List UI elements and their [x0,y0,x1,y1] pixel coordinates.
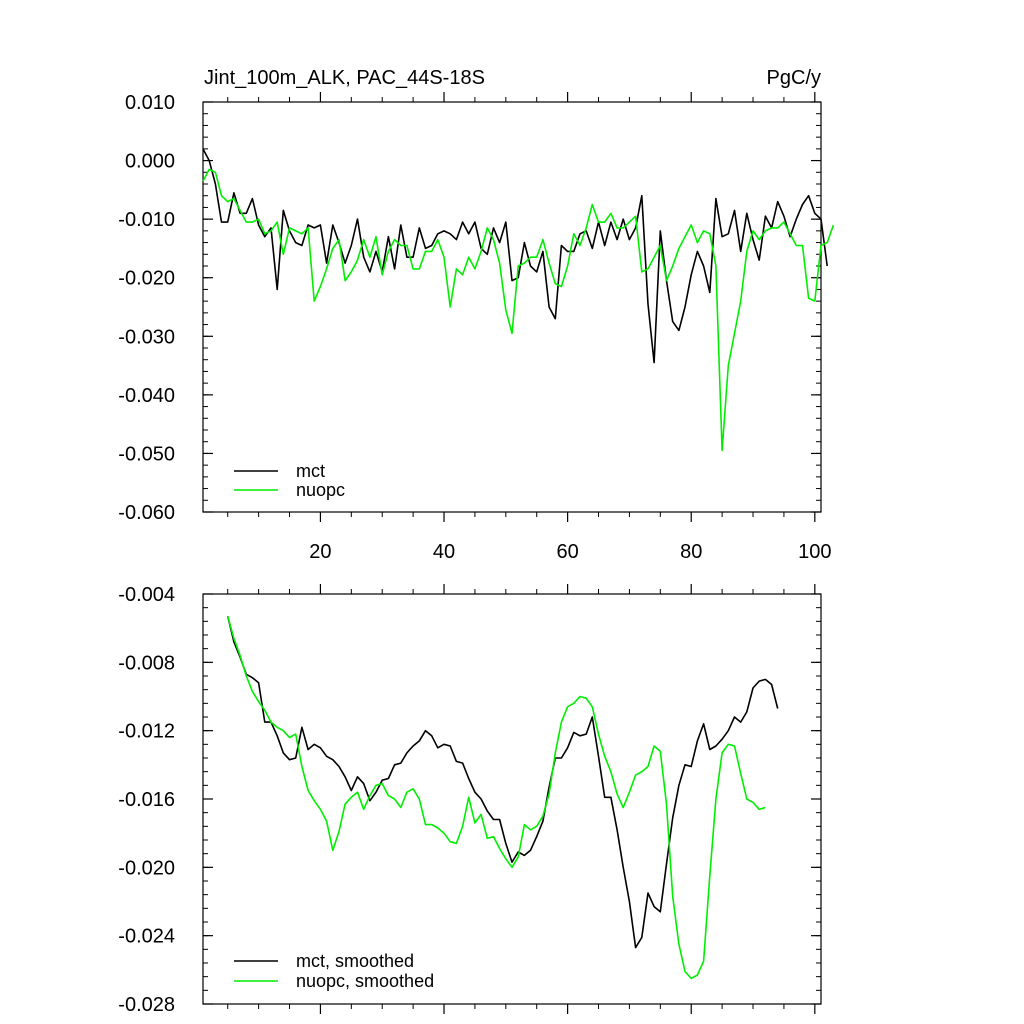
y-tick-label: -0.040 [118,385,175,407]
top-series-group [202,148,835,452]
y-tick-label: -0.060 [118,502,175,524]
x-tick-label: 40 [433,541,455,563]
legend-label-mct: mct [296,461,325,481]
bottom-panel: -0.004 -0.008 -0.012 -0.016 -0.020 -0.024 -0.0… [118,584,822,1016]
series-line-nuopc-smoothed [226,615,766,980]
top-panel: Jint_100m_ALK, PAC_44S-18S PgC/y 0.0100.… [118,67,835,563]
series-line-mct [202,148,828,364]
bottom-legend: mct, smoothed nuopc, smoothed [234,951,434,991]
legend-label-nuopc-smoothed: nuopc, smoothed [296,971,434,991]
legend-label-nuopc: nuopc [296,480,345,500]
y-tick-label: -0.020 [118,268,175,290]
top-plot-frame [202,101,822,513]
legend-label-mct-smoothed: mct, smoothed [296,951,414,971]
y-tick-label: -0.030 [118,326,175,348]
y-tick-label: -0.012 [118,721,175,743]
x-tick-label: 80 [680,541,702,563]
units-label: PgC/y [767,67,821,89]
chart-title: Jint_100m_ALK, PAC_44S-18S [204,67,485,89]
y-tick-label: -0.004 [118,584,175,606]
top-axis-ticks: 0.010 0.000 -0.010 -0.020 -0.030 -0.040 -0.050… [118,92,832,563]
y-tick-label: -0.020 [118,857,175,879]
y-tick-label: -0.010 [118,209,175,231]
y-tick-label: -0.050 [118,443,175,465]
series-line-nuopc [202,168,835,452]
x-tick-label: 100 [798,541,831,563]
y-tick-label: -0.016 [118,789,175,811]
series-line-mct-smoothed [226,616,779,949]
y-tick-label: 0.010 [125,92,175,114]
top-legend: mct nuopc [234,461,345,500]
y-tick-label: -0.028 [118,994,175,1016]
bottom-axis-ticks: -0.004 -0.008 -0.012 -0.016 -0.020 -0.024 -0.0… [118,584,821,1016]
y-tick-label: -0.008 [118,652,175,674]
x-tick-label: 60 [556,541,578,563]
y-tick-label: 0.000 [125,151,175,173]
y-tick-label: -0.024 [118,926,175,948]
bottom-series-group [226,615,779,980]
x-tick-label: 20 [309,541,331,563]
bottom-plot-frame [202,593,822,1005]
